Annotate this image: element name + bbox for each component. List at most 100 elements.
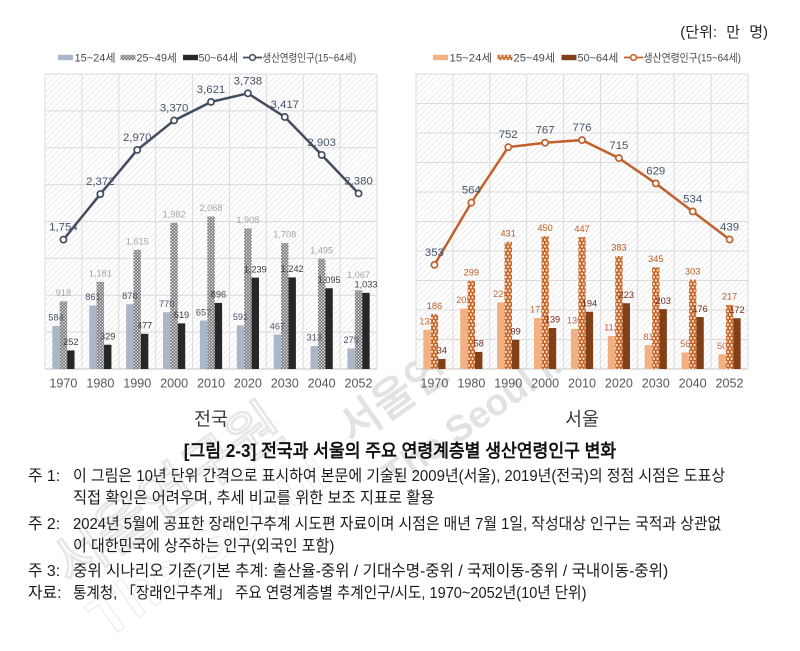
svg-text:1980: 1980	[86, 377, 114, 391]
svg-text:1990: 1990	[123, 377, 151, 391]
svg-text:715: 715	[609, 140, 628, 152]
svg-text:353: 353	[425, 247, 444, 259]
svg-text:2000: 2000	[160, 377, 188, 391]
svg-text:299: 299	[464, 268, 479, 278]
svg-text:25~49세: 25~49세	[514, 51, 556, 64]
svg-text:2,380: 2,380	[344, 175, 373, 187]
svg-text:2040: 2040	[308, 377, 336, 391]
svg-text:81: 81	[643, 332, 653, 342]
svg-text:1,239: 1,239	[244, 264, 267, 274]
svg-text:2,372: 2,372	[86, 176, 115, 188]
svg-text:3,370: 3,370	[160, 102, 189, 114]
svg-text:447: 447	[574, 224, 589, 234]
svg-text:767: 767	[536, 125, 555, 137]
svg-text:2010: 2010	[197, 377, 225, 391]
svg-text:2,903: 2,903	[307, 137, 336, 149]
svg-text:50: 50	[717, 341, 727, 351]
svg-text:2052: 2052	[345, 377, 373, 391]
svg-text:752: 752	[499, 129, 518, 141]
svg-text:2,970: 2,970	[123, 132, 152, 144]
svg-text:56: 56	[680, 339, 690, 349]
svg-text:564: 564	[462, 185, 481, 197]
svg-text:1,033: 1,033	[354, 280, 377, 290]
svg-text:1,708: 1,708	[273, 230, 296, 240]
svg-text:861: 861	[85, 292, 100, 302]
svg-text:1,754: 1,754	[49, 222, 78, 234]
svg-text:생산연령인구(15~64세): 생산연령인구(15~64세)	[644, 52, 741, 65]
svg-text:303: 303	[685, 266, 700, 276]
svg-text:15~24세: 15~24세	[450, 52, 492, 65]
svg-text:252: 252	[63, 337, 78, 347]
svg-text:439: 439	[720, 222, 739, 234]
svg-text:1,908: 1,908	[236, 215, 259, 225]
svg-text:477: 477	[137, 321, 152, 331]
svg-text:2000: 2000	[531, 377, 559, 391]
svg-text:서울: 서울	[565, 409, 599, 430]
svg-text:1990: 1990	[494, 377, 522, 391]
svg-text:25~49세: 25~49세	[137, 51, 177, 64]
svg-text:139: 139	[545, 315, 560, 325]
svg-text:50~64세: 50~64세	[578, 51, 619, 64]
svg-text:217: 217	[722, 292, 737, 302]
svg-text:1,615: 1,615	[126, 237, 149, 247]
svg-text:34: 34	[437, 346, 447, 356]
svg-text:생산연령인구(15~64세): 생산연령인구(15~64세)	[263, 52, 357, 65]
svg-text:2020: 2020	[234, 377, 262, 391]
svg-text:619: 619	[174, 310, 189, 320]
svg-text:1970: 1970	[420, 377, 448, 391]
svg-text:450: 450	[537, 223, 552, 233]
svg-text:2040: 2040	[679, 377, 707, 391]
svg-text:1970: 1970	[49, 377, 77, 391]
svg-text:2052: 2052	[716, 377, 744, 391]
svg-text:15~24세: 15~24세	[75, 51, 116, 64]
svg-text:329: 329	[100, 331, 115, 341]
svg-text:1,181: 1,181	[89, 269, 112, 279]
svg-text:1980: 1980	[457, 377, 485, 391]
svg-text:313: 313	[307, 333, 322, 343]
svg-text:584: 584	[48, 313, 63, 323]
svg-text:591: 591	[233, 312, 248, 322]
svg-text:878: 878	[122, 291, 137, 301]
svg-text:3,738: 3,738	[234, 75, 263, 87]
svg-text:176: 176	[692, 304, 707, 314]
svg-text:58: 58	[474, 339, 484, 349]
svg-text:99: 99	[511, 327, 521, 337]
svg-text:918: 918	[56, 288, 71, 298]
svg-text:383: 383	[611, 243, 626, 253]
svg-text:1,495: 1,495	[310, 245, 333, 255]
svg-text:896: 896	[211, 290, 226, 300]
svg-text:467: 467	[270, 321, 285, 331]
svg-text:3,417: 3,417	[271, 99, 300, 111]
svg-text:657: 657	[196, 307, 211, 317]
svg-text:2020: 2020	[605, 377, 633, 391]
svg-text:186: 186	[427, 301, 442, 311]
svg-text:전국: 전국	[194, 409, 228, 430]
svg-text:194: 194	[582, 298, 597, 308]
svg-text:172: 172	[729, 305, 744, 315]
svg-text:136: 136	[567, 316, 582, 326]
svg-text:2010: 2010	[568, 377, 596, 391]
svg-text:279: 279	[343, 335, 358, 345]
svg-text:1,982: 1,982	[163, 210, 186, 220]
svg-text:629: 629	[646, 165, 665, 177]
svg-text:205: 205	[456, 295, 471, 305]
svg-text:112: 112	[604, 323, 619, 333]
svg-text:2,068: 2,068	[200, 203, 223, 213]
svg-text:133: 133	[419, 316, 434, 326]
svg-text:50~64세: 50~64세	[199, 51, 239, 64]
svg-text:1,067: 1,067	[347, 270, 370, 280]
svg-text:1,095: 1,095	[318, 275, 341, 285]
svg-text:770: 770	[159, 299, 174, 309]
svg-text:1,242: 1,242	[281, 264, 304, 274]
svg-text:2030: 2030	[271, 377, 299, 391]
svg-text:431: 431	[501, 229, 516, 239]
svg-text:203: 203	[656, 296, 671, 306]
svg-text:534: 534	[683, 193, 702, 205]
svg-text:2030: 2030	[642, 377, 670, 391]
svg-text:226: 226	[493, 289, 508, 299]
svg-text:173: 173	[530, 305, 545, 315]
svg-text:3,621: 3,621	[197, 84, 226, 96]
svg-text:223: 223	[619, 290, 634, 300]
svg-text:776: 776	[572, 122, 591, 134]
svg-text:345: 345	[648, 254, 663, 264]
